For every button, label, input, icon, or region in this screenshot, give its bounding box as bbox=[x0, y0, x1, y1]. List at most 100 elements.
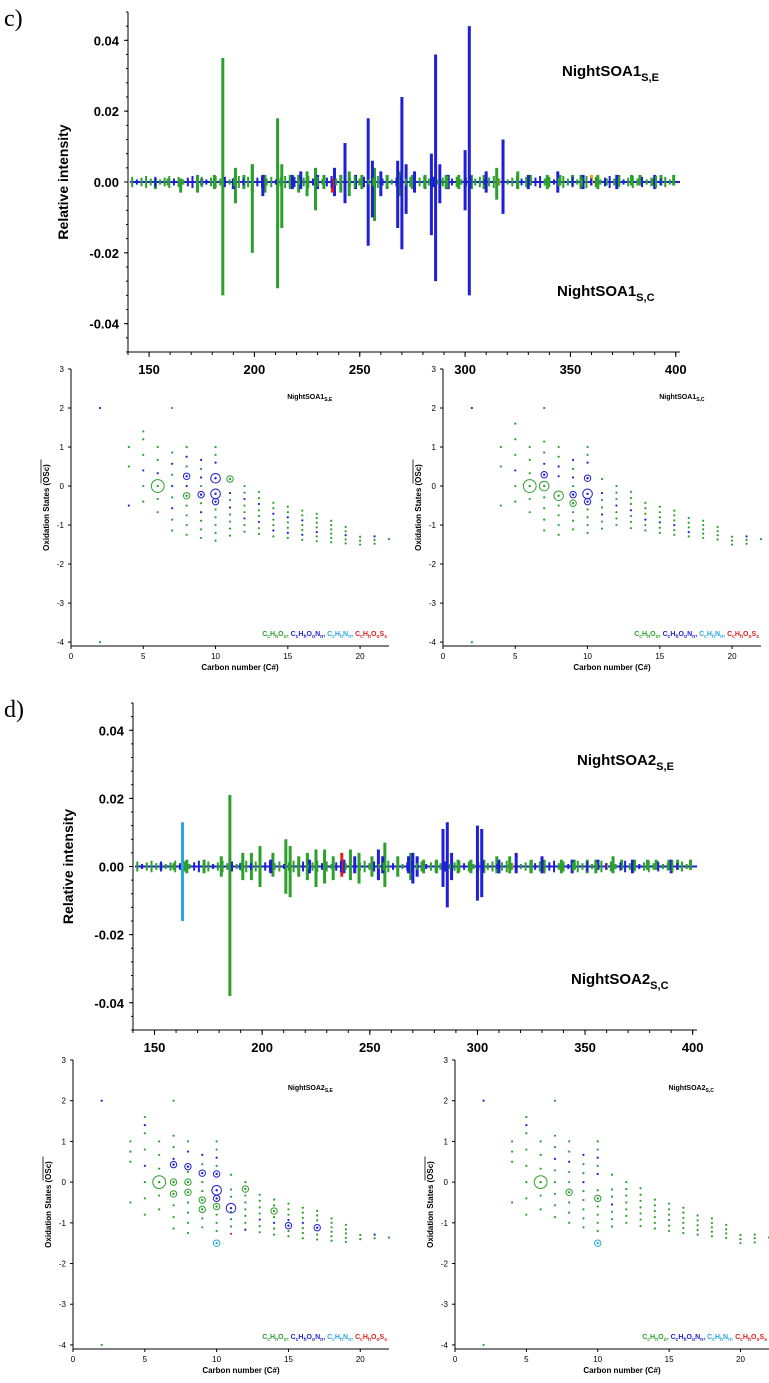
data-point bbox=[158, 1153, 161, 1156]
data-point bbox=[272, 1227, 276, 1230]
data-point bbox=[716, 525, 719, 529]
data-point bbox=[143, 1148, 146, 1151]
y-tick-label: -0.04 bbox=[94, 996, 124, 1011]
data-point bbox=[127, 445, 130, 449]
data-point bbox=[615, 497, 618, 501]
data-point bbox=[553, 1157, 557, 1161]
data-point bbox=[315, 1226, 319, 1229]
data-point bbox=[373, 1237, 376, 1240]
data-point bbox=[186, 1191, 190, 1194]
data-point bbox=[243, 484, 246, 488]
data-point bbox=[201, 1208, 204, 1211]
chart-title-bottom: NightSOA1S,C bbox=[557, 283, 655, 304]
x-tick-label: 10 bbox=[212, 1355, 221, 1364]
data-point bbox=[229, 1225, 233, 1228]
data-point bbox=[316, 1209, 319, 1213]
data-point bbox=[127, 504, 130, 507]
data-point bbox=[571, 511, 575, 514]
y-tick-label: 1 bbox=[432, 443, 437, 452]
data-point bbox=[539, 1180, 542, 1184]
data-point bbox=[156, 497, 159, 501]
data-point bbox=[730, 543, 734, 546]
data-point bbox=[244, 1228, 247, 1231]
data-point bbox=[172, 1157, 175, 1161]
data-point bbox=[702, 532, 705, 535]
x-tick-label: 350 bbox=[560, 362, 582, 377]
data-point bbox=[198, 1205, 206, 1214]
y-tick-label: 1 bbox=[62, 1137, 67, 1146]
data-point bbox=[286, 536, 289, 540]
data-point bbox=[565, 1188, 573, 1196]
data-point bbox=[215, 1213, 218, 1216]
data-point bbox=[142, 500, 145, 503]
data-point bbox=[639, 1199, 642, 1202]
data-point bbox=[286, 526, 289, 529]
data-point bbox=[244, 1187, 247, 1191]
data-point bbox=[257, 509, 261, 512]
data-point bbox=[127, 465, 130, 468]
data-point bbox=[525, 1164, 528, 1167]
data-point bbox=[244, 1221, 247, 1224]
data-point bbox=[229, 1210, 233, 1213]
data-point bbox=[557, 523, 560, 527]
data-point bbox=[525, 1148, 528, 1151]
data-point bbox=[725, 1236, 728, 1239]
y-tick-label: -1 bbox=[441, 1219, 449, 1228]
data-point bbox=[629, 490, 633, 493]
panel-label-d: d) bbox=[4, 697, 24, 723]
data-point bbox=[199, 502, 203, 505]
data-point bbox=[582, 1172, 585, 1175]
data-point bbox=[215, 1164, 218, 1167]
data-point bbox=[542, 484, 546, 488]
data-point bbox=[625, 1201, 628, 1204]
data-point bbox=[344, 525, 347, 529]
data-point bbox=[753, 1233, 756, 1236]
x-tick-label: 10 bbox=[583, 652, 592, 661]
data-point bbox=[687, 530, 690, 534]
data-point bbox=[143, 1132, 146, 1135]
data-point bbox=[557, 455, 560, 458]
data-point bbox=[258, 1193, 261, 1196]
data-point bbox=[301, 1216, 304, 1220]
data-point bbox=[639, 1187, 642, 1190]
chart-title-bottom: NightSOA2S,C bbox=[571, 971, 669, 992]
data-point bbox=[212, 1170, 221, 1178]
y-tick-label: -4 bbox=[59, 1341, 67, 1350]
data-point bbox=[667, 1224, 671, 1227]
data-point bbox=[301, 1211, 304, 1214]
data-point bbox=[482, 1343, 485, 1347]
data-point bbox=[583, 497, 592, 506]
data-point bbox=[653, 1216, 656, 1219]
y-tick-label: 0.02 bbox=[99, 791, 124, 806]
data-point bbox=[243, 511, 246, 514]
data-point bbox=[725, 1228, 728, 1231]
data-point bbox=[229, 1232, 233, 1235]
data-point bbox=[158, 1208, 161, 1211]
y-tick-label: 0.00 bbox=[99, 860, 124, 875]
data-point bbox=[241, 1185, 250, 1193]
data-point bbox=[586, 508, 589, 511]
data-point bbox=[287, 1224, 290, 1227]
data-point bbox=[644, 501, 647, 504]
data-point bbox=[172, 1192, 175, 1196]
y-tick-label: -0.04 bbox=[89, 317, 119, 332]
y-tick-label: -3 bbox=[441, 1300, 449, 1309]
data-point bbox=[568, 1221, 571, 1224]
data-point bbox=[201, 1153, 204, 1156]
data-point bbox=[330, 1226, 333, 1229]
data-point bbox=[582, 1226, 585, 1229]
y-tick-label: -4 bbox=[441, 1341, 449, 1350]
data-point bbox=[212, 1202, 221, 1211]
data-point bbox=[186, 1165, 190, 1168]
data-point bbox=[129, 1201, 132, 1204]
data-point bbox=[586, 445, 589, 449]
data-point bbox=[330, 1230, 333, 1233]
data-point bbox=[553, 1099, 557, 1102]
x-tick-label: 300 bbox=[454, 362, 476, 377]
data-point bbox=[557, 465, 560, 468]
x-tick-label: 150 bbox=[138, 362, 160, 377]
data-point bbox=[344, 538, 347, 541]
data-point bbox=[272, 1216, 276, 1219]
data-point bbox=[228, 498, 232, 502]
y-tick-label: 0 bbox=[444, 1178, 449, 1187]
